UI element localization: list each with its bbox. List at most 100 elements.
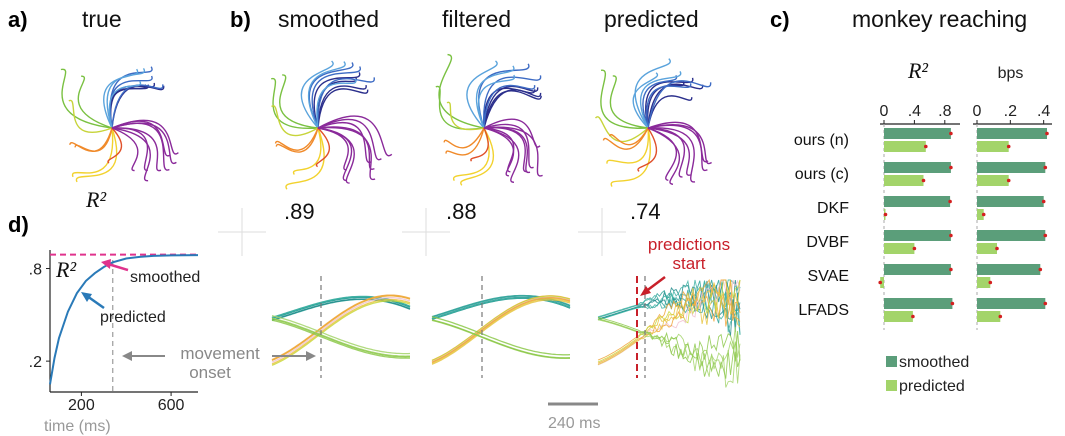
reach-trace-3-1 (60, 68, 113, 129)
reach-trace-4-0 (68, 99, 113, 134)
bar-xtick-label-0-0: 0 (880, 103, 889, 120)
movement-onset-line2: onset (189, 363, 231, 382)
reach-trace-3-0 (271, 78, 319, 129)
reach-trace-9-1 (111, 127, 139, 172)
bar-error-smoothed-0-5 (950, 301, 955, 306)
panel-d-annot-smoothed-arrow (107, 262, 129, 272)
category-label-1: ours (c) (795, 166, 849, 183)
legend-swatch-predicted (886, 380, 897, 391)
bar-xtick-label-1-1: .2 (1004, 103, 1017, 120)
latent-trace-1-5 (431, 299, 571, 365)
reach-trace-9-1 (647, 127, 681, 185)
panel-b-title-smoothed: smoothed (278, 6, 379, 32)
predictions-start-arrowhead (640, 286, 651, 296)
reach-trace-2-2 (477, 74, 516, 129)
reach-trace-1-0 (111, 84, 164, 129)
reach-trace-4-0 (594, 116, 649, 143)
bar-error-smoothed-1-1 (1043, 165, 1048, 170)
reach-trace-5-1 (285, 127, 325, 190)
bar-error-smoothed-0-2 (948, 199, 952, 204)
bar-predicted-0-0 (884, 141, 926, 152)
bar-predicted-0-5 (884, 311, 913, 322)
reach-trace-6-0 (602, 127, 649, 150)
reach-trajectories-true (60, 66, 179, 183)
bar-predicted-1-1 (977, 175, 1009, 186)
reach-trace-1-1 (646, 83, 692, 129)
bar-predicted-1-2 (977, 209, 984, 220)
reach-trace-2-1 (307, 61, 346, 129)
reach-trace-1-1 (308, 62, 354, 129)
legend-label-predicted: predicted (899, 378, 965, 395)
bar-error-predicted-0-2 (883, 212, 888, 217)
panel-d-xtick-label-0: 200 (68, 397, 95, 414)
bar-error-smoothed-0-0 (949, 131, 953, 136)
panel-d-annot-smoothed-head (101, 259, 111, 269)
bar-error-predicted-1-1 (1006, 178, 1011, 183)
reach-trace-1-2 (642, 75, 678, 129)
bar-smoothed-0-5 (884, 298, 953, 309)
latent-traces-predicted (597, 278, 741, 388)
latent-trace-1-5 (271, 298, 411, 365)
reach-trace-2-2 (300, 60, 334, 129)
bar-error-smoothed-0-4 (949, 267, 953, 272)
latent-trace-1-1 (431, 297, 571, 364)
reach-trajectories-filtered (435, 53, 543, 186)
legend-swatch-smoothed (886, 356, 897, 367)
bar-chart-title-0: R² (907, 58, 928, 83)
reach-trace-1-0 (483, 84, 536, 129)
reach-trace-8-2 (647, 127, 696, 183)
reach-trace-5-1 (460, 127, 494, 186)
panel-d-ytick-label-0: .2 (29, 354, 42, 371)
reach-trace-5-0 (75, 127, 118, 183)
reach-trace-5-1 (71, 127, 114, 178)
latent-trace-1-3 (271, 297, 411, 363)
reach-trace-8-4 (111, 122, 177, 165)
latent-trace-1-5 (597, 282, 741, 365)
reach-trace-5-0 (292, 127, 322, 175)
reach-trace-1-0 (317, 77, 375, 129)
panel-d-xlabel: time (ms) (44, 418, 111, 435)
bar-error-predicted-0-5 (911, 314, 915, 319)
reach-trace-2-0 (632, 72, 659, 129)
reach-trace-6-1 (443, 127, 485, 149)
bar-error-smoothed-1-3 (1043, 233, 1048, 238)
bar-error-smoothed-0-3 (949, 233, 953, 238)
bar-predicted-0-4 (880, 277, 884, 288)
reach-trajectories-predicted (594, 58, 712, 187)
latent-trace-1-4 (431, 297, 571, 363)
reach-trace-4-0 (271, 105, 319, 137)
category-label-4: SVAE (808, 268, 850, 285)
reach-trace-9-2 (111, 127, 151, 182)
latent-trace-2-3 (271, 318, 410, 358)
bar-predicted-1-3 (977, 243, 997, 254)
reach-trace-3-0 (77, 75, 113, 129)
reach-trace-2-0 (108, 81, 142, 129)
latent-trace-1-2 (431, 295, 571, 362)
bar-smoothed-1-3 (977, 230, 1046, 241)
reach-trace-7-0 (470, 127, 489, 162)
panel-b-label: b) (230, 7, 251, 32)
reach-trace-0-2 (317, 84, 367, 129)
reach-trace-6-1 (74, 127, 113, 152)
reach-trace-7-0 (315, 127, 331, 168)
bar-xtick-label-0-1: .4 (908, 103, 921, 120)
bar-error-predicted-0-0 (924, 144, 928, 149)
reach-trace-1-2 (109, 66, 153, 129)
r2-value-filtered: .88 (446, 199, 477, 224)
reach-trace-3-0 (438, 53, 485, 129)
legend-label-smoothed: smoothed (899, 354, 969, 371)
reach-trace-9-2 (317, 127, 349, 171)
latent-trace-2-0 (271, 317, 410, 357)
reach-trace-7-0 (637, 127, 658, 172)
bar-smoothed-1-2 (977, 196, 1044, 207)
reach-trace-8-3 (111, 119, 179, 155)
reach-trace-0-0 (483, 87, 536, 129)
reach-trace-0-1 (317, 88, 369, 129)
reach-trace-1-2 (483, 75, 542, 129)
reach-trace-8-3 (483, 118, 541, 148)
bar-error-predicted-1-3 (995, 246, 999, 251)
reach-trace-9-0 (647, 127, 686, 178)
reach-trace-3-0 (600, 69, 649, 129)
reach-trace-0-2 (645, 77, 694, 129)
